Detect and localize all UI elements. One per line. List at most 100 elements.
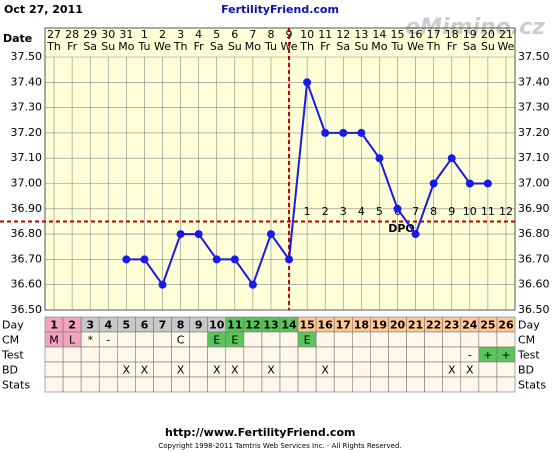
table-cell	[388, 331, 407, 348]
y-tick-label-right: 37.20	[518, 126, 550, 139]
date-label: 13	[354, 28, 368, 41]
table-cell	[352, 331, 371, 348]
table-cell	[279, 331, 299, 348]
table-cell	[153, 331, 172, 348]
table-cell-text: 26	[498, 319, 514, 332]
temperature-point	[393, 204, 402, 213]
table-cell	[98, 361, 118, 378]
table-cell	[388, 376, 407, 393]
table-cell	[370, 361, 389, 378]
table-cell	[297, 346, 317, 363]
y-tick-label-right: 37.00	[518, 177, 550, 190]
temperature-point	[212, 255, 221, 264]
table-cell	[424, 346, 443, 363]
row-label-right: Stats	[518, 379, 546, 392]
weekday-label: Tu	[137, 40, 150, 53]
table-cell	[315, 331, 335, 348]
y-tick-label-right: 37.30	[518, 101, 550, 114]
temperature-point	[176, 230, 185, 239]
table-cell-text: 17	[336, 319, 351, 332]
row-label-right: CM	[518, 334, 535, 347]
table-cell	[261, 346, 281, 363]
weekday-label: Su	[481, 40, 495, 53]
chart-title: FertilityFriend.com	[221, 3, 339, 16]
table-cell-text: 2	[68, 319, 76, 332]
table-cell	[44, 376, 64, 393]
weekday-label: Th	[426, 40, 441, 53]
table-cell	[135, 346, 154, 363]
table-cell-text: E	[213, 334, 220, 347]
weekday-label: Tu	[264, 40, 277, 53]
table-cell-text: X	[213, 364, 221, 377]
table-cell-text: 9	[195, 319, 203, 332]
weekday-label: Th	[173, 40, 188, 53]
dpo-number: 2	[322, 205, 329, 218]
weekday-label: We	[154, 40, 171, 53]
table-cell	[370, 346, 389, 363]
temperature-point	[429, 179, 438, 188]
footer-copyright: Copyright 1998-2011 Tamtris Web Services…	[158, 442, 401, 450]
date-label: 17	[427, 28, 441, 41]
row-label: BD	[2, 364, 18, 377]
table-cell	[44, 346, 64, 363]
table-cell-text: E	[231, 334, 238, 347]
temperature-point	[375, 154, 384, 163]
date-label: 18	[445, 28, 459, 41]
table-cell	[98, 376, 118, 393]
table-cell	[478, 376, 498, 393]
table-cell-text: X	[231, 364, 239, 377]
table-cell	[370, 376, 389, 393]
table-cell	[80, 346, 100, 363]
table-cell	[243, 331, 263, 348]
temperature-point	[303, 78, 312, 87]
date-label: 27	[47, 28, 61, 41]
table-cell	[153, 361, 172, 378]
date-label: 14	[372, 28, 386, 41]
temperature-point	[266, 230, 275, 239]
y-tick-label-right: 37.40	[518, 75, 550, 88]
table-cell	[352, 346, 371, 363]
date-label: 5	[213, 28, 220, 41]
table-cell-text: X	[466, 364, 474, 377]
table-cell	[189, 376, 208, 393]
weekday-label: Th	[46, 40, 61, 53]
table-cell	[153, 376, 172, 393]
y-tick-label: 36.80	[11, 227, 43, 240]
table-cell-text: 16	[318, 319, 334, 332]
date-label: 20	[481, 28, 495, 41]
temperature-point	[411, 230, 420, 239]
table-cell-text: E	[304, 334, 311, 347]
table-cell-text: X	[123, 364, 131, 377]
table-cell	[424, 376, 443, 393]
y-tick-label-right: 36.80	[518, 227, 550, 240]
chart-date: Oct 27, 2011	[4, 3, 83, 16]
table-cell	[442, 346, 462, 363]
row-label-right: Test	[517, 349, 540, 362]
y-tick-label-right: 36.60	[518, 278, 550, 291]
weekday-label: Mo	[371, 40, 387, 53]
y-tick-label: 36.70	[11, 252, 43, 265]
y-tick-label: 37.40	[11, 75, 43, 88]
y-tick-label: 37.50	[11, 50, 43, 63]
date-label: 3	[177, 28, 184, 41]
table-cell-text: 11	[227, 319, 242, 332]
y-tick-label: 37.30	[11, 101, 43, 114]
table-cell	[80, 361, 100, 378]
date-label: 12	[336, 28, 350, 41]
table-cell	[442, 376, 462, 393]
plot-border	[44, 27, 516, 311]
table-cell	[406, 346, 425, 363]
table-cell-text: -	[106, 334, 110, 347]
table-cell	[117, 346, 136, 363]
dpo-number: 8	[430, 205, 437, 218]
temperature-point	[465, 179, 474, 188]
table-cell-text: 5	[123, 319, 131, 332]
table-cell-text: 20	[390, 319, 406, 332]
temperature-point	[140, 255, 149, 264]
date-label: 7	[249, 28, 256, 41]
table-cell-text: X	[321, 364, 329, 377]
table-cell	[333, 346, 353, 363]
date-label: 29	[83, 28, 97, 41]
date-label: 21	[499, 28, 513, 41]
